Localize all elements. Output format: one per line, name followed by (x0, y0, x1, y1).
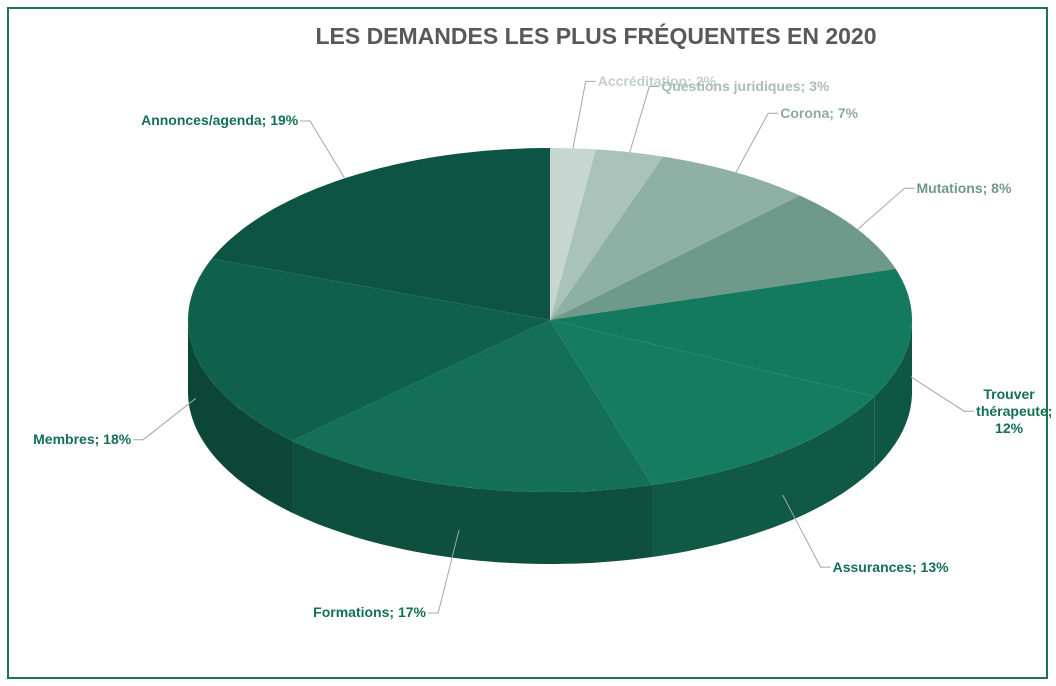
data-label: Accréditation; 2% (597, 72, 716, 89)
slice (550, 156, 800, 320)
slice-side (874, 320, 912, 469)
slice (550, 195, 896, 320)
data-label: Corona; 7% (780, 104, 859, 121)
slice (550, 320, 875, 485)
slice-side (188, 320, 292, 513)
slice (211, 148, 551, 320)
leader-line (629, 86, 660, 153)
leader-line (910, 376, 975, 412)
slice-side (292, 440, 652, 564)
leader-line (857, 187, 915, 230)
data-label: Formations; 17% (313, 604, 426, 621)
slice-side (652, 396, 875, 557)
data-label: Membres; 18% (33, 431, 132, 448)
slice (292, 320, 652, 492)
slice (188, 258, 550, 441)
leader-line (782, 494, 831, 568)
leader-line (133, 398, 196, 441)
data-label: Annonces/agenda; 19% (141, 112, 299, 129)
data-label: Trouver thérapeute; 12% (976, 385, 1053, 436)
leader-line (572, 80, 596, 149)
data-label: Mutations; 8% (916, 179, 1012, 196)
leader-line (300, 120, 346, 179)
slice (550, 268, 912, 397)
slice (550, 148, 596, 320)
chart-title: LES DEMANDES LES PLUS FRÉQUENTES EN 2020 (315, 22, 876, 49)
leader-line (735, 112, 779, 173)
slice (550, 149, 663, 320)
data-label: Assurances; 13% (832, 558, 949, 575)
data-label: Questions juridiques; 3% (661, 78, 830, 95)
leader-line (428, 529, 460, 614)
